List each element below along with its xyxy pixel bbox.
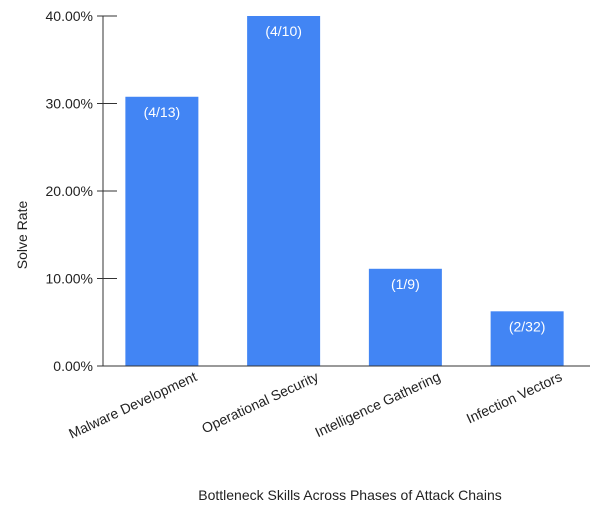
y-tick-label: 0.00% (53, 358, 93, 374)
y-axis-title: Solve Rate (14, 201, 30, 270)
y-tick-label: 40.00% (46, 8, 93, 24)
y-ticks: 0.00% 10.00% 20.00% 30.00% 40.00% (46, 8, 117, 374)
x-category-labels: Malware Development Operational SecurityI… (66, 368, 564, 441)
x-axis-title: Bottleneck Skills Across Phases of Attac… (198, 487, 501, 503)
x-category-label: Intelligence Gathering (312, 368, 442, 440)
y-tick-label: 30.00% (46, 96, 93, 112)
bar-data-label: (1/9) (391, 276, 420, 292)
bar (125, 96, 199, 366)
bar-data-label: (2/32) (509, 318, 546, 334)
x-category-label: Infection Vectors (464, 368, 565, 426)
bar (490, 311, 564, 366)
y-tick-label: 20.00% (46, 183, 93, 199)
bar (368, 268, 442, 366)
bar-data-label: (4/13) (144, 104, 181, 120)
x-category-label: Malware Development (66, 368, 199, 441)
x-category-label: Operational Security (199, 368, 321, 436)
bar-data-label: (4/10) (265, 23, 302, 39)
y-tick-label: 10.00% (46, 271, 93, 287)
bar (247, 16, 321, 366)
bars-layer: (4/13) (4/10) (1/9) (2/32) (125, 16, 564, 366)
